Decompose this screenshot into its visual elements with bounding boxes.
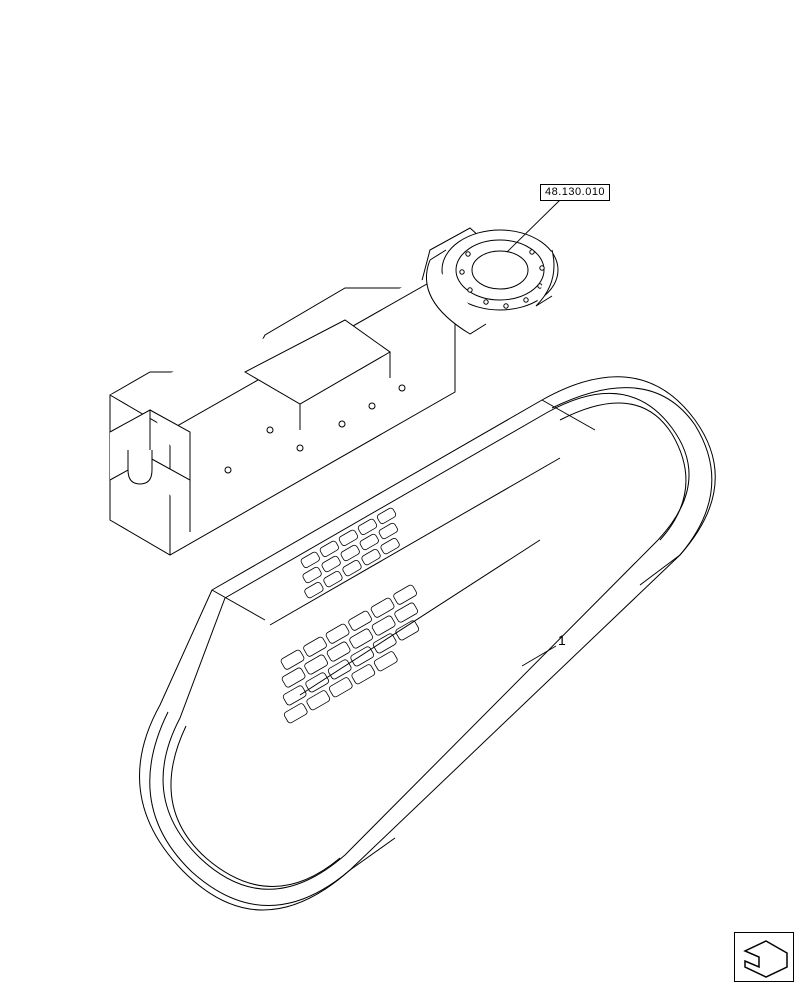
item-ref-1: 1 <box>558 632 566 648</box>
section-ref-label: 48.130.010 <box>540 184 610 201</box>
parts-diagram <box>0 0 812 1000</box>
corner-return-icon <box>734 932 794 982</box>
